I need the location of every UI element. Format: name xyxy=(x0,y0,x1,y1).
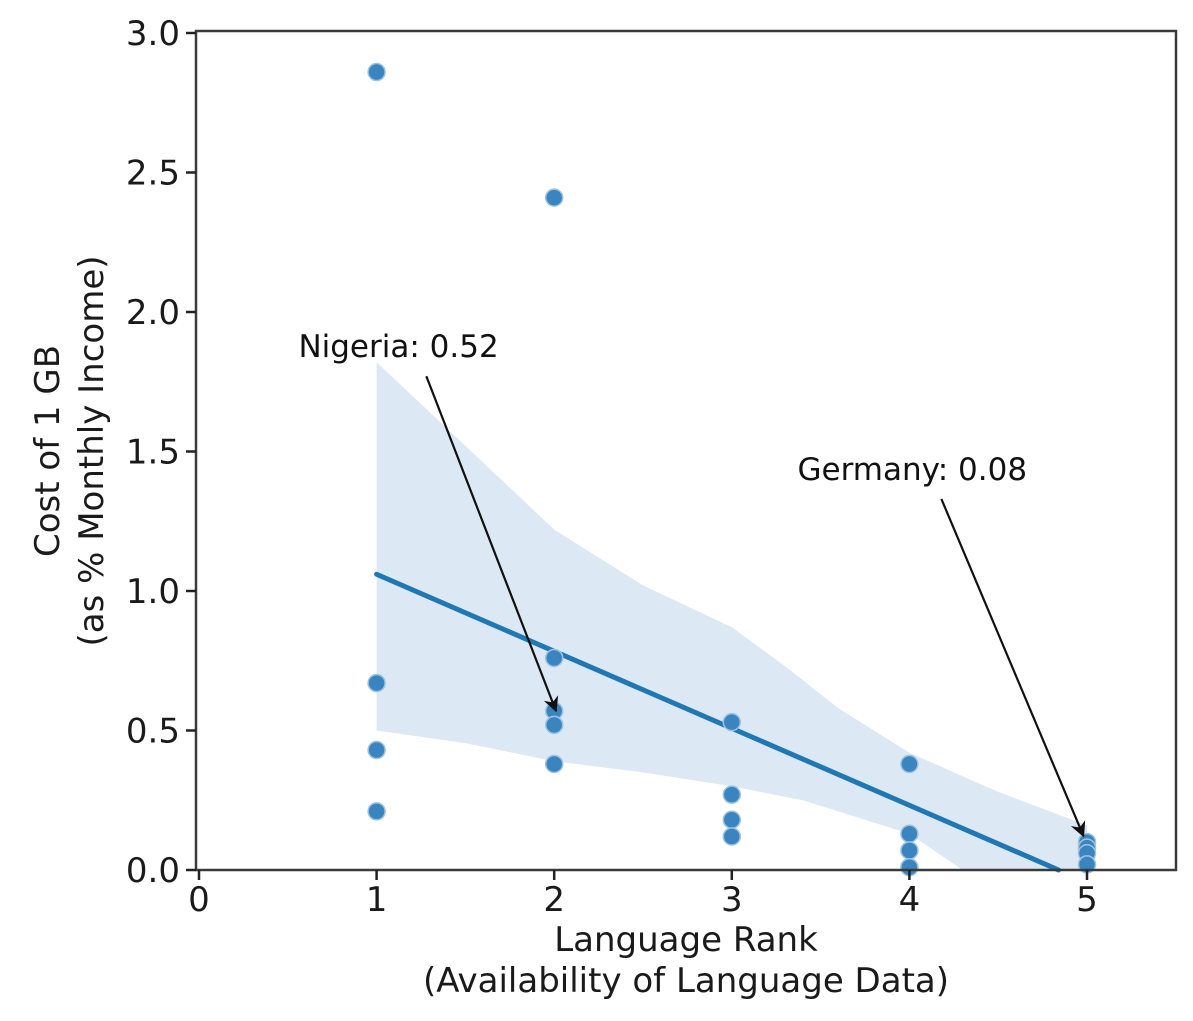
scatter-point xyxy=(900,841,919,860)
x-axis-title-line1: Language Rank xyxy=(554,920,818,960)
confidence-band xyxy=(376,362,1088,870)
x-tick-label: 1 xyxy=(366,880,388,920)
x-tick-label: 4 xyxy=(899,880,921,920)
scatter-point xyxy=(900,824,919,843)
annotation-arrow xyxy=(940,498,1086,838)
scatter-point xyxy=(722,785,742,804)
y-tick-label: 2.5 xyxy=(126,154,180,194)
y-tick-label: 2.0 xyxy=(126,293,180,333)
scatter-point xyxy=(544,754,564,774)
scatter-point xyxy=(544,715,564,735)
y-tick-label: 1.0 xyxy=(126,572,180,612)
y-tick-label: 0.5 xyxy=(126,712,180,752)
scatter-point xyxy=(544,188,564,207)
scatter-point xyxy=(367,740,386,760)
scatter-point xyxy=(900,754,919,774)
x-tick-label: 5 xyxy=(1076,880,1098,920)
scatter-point xyxy=(722,827,742,846)
x-tick-label: 2 xyxy=(543,880,565,920)
scatter-point xyxy=(722,712,742,732)
scatter-point xyxy=(722,810,742,830)
scatter-point xyxy=(367,802,386,821)
annotation-germany: Germany: 0.08 xyxy=(797,451,1028,488)
scatter-point xyxy=(367,62,386,82)
annotation-arrow xyxy=(425,375,559,713)
y-axis-title-line2: (as % Monthly Income) xyxy=(72,255,112,647)
y-axis-title: Cost of 1 GB (as % Monthly Income) xyxy=(26,151,118,751)
y-axis-title-line1: Cost of 1 GB xyxy=(28,344,68,558)
scatter-point xyxy=(367,673,386,693)
regression-line xyxy=(374,571,1062,873)
x-axis-title-line2: (Availability of Language Data) xyxy=(422,961,950,1001)
x-tick-label: 3 xyxy=(721,880,743,920)
y-tick-label: 3.0 xyxy=(126,14,180,54)
x-axis-title: Language Rank (Availability of Language … xyxy=(196,920,1176,1002)
x-tick-label: 0 xyxy=(188,880,210,920)
annotation-nigeria: Nigeria: 0.52 xyxy=(298,328,499,365)
y-tick-label: 1.5 xyxy=(126,433,180,473)
y-tick-label: 0.0 xyxy=(126,851,180,891)
scatter-point xyxy=(544,648,564,668)
